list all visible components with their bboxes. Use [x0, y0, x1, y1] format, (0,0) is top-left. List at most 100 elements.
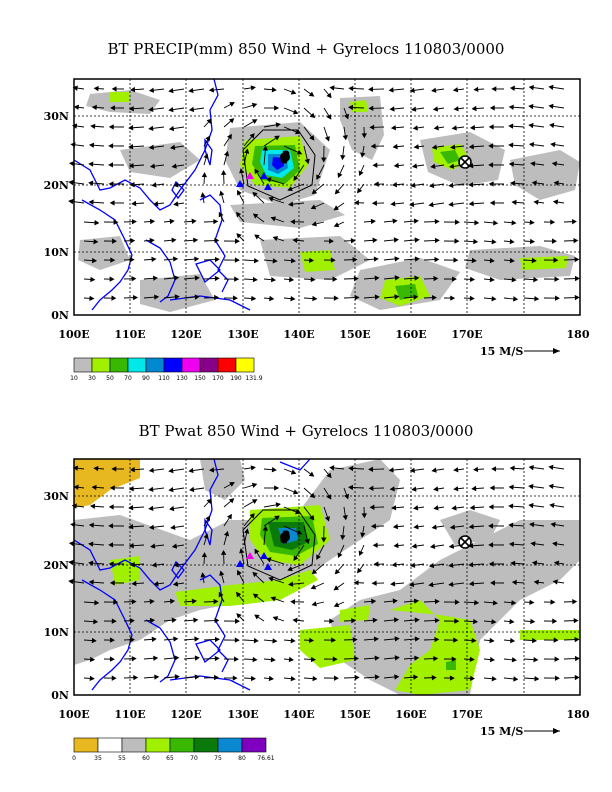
wind-arrowhead-icon — [68, 578, 74, 585]
wind-arrowhead-icon — [287, 566, 293, 572]
wind-arrowhead-icon — [390, 201, 396, 207]
wind-arrowhead-icon — [452, 87, 459, 93]
wind-arrowhead-icon — [453, 467, 459, 473]
wind-arrowhead-icon — [188, 467, 194, 474]
wind-arrowhead-icon — [554, 295, 560, 301]
precip-colorbar: 10 30 50 70 90 110 130 150 170 190 131.9 — [70, 357, 263, 382]
precip-frame — [73, 78, 581, 316]
wind-arrowhead-icon — [354, 294, 360, 301]
wind-arrowhead-icon — [252, 191, 258, 198]
wind-arrowhead-icon — [431, 524, 437, 530]
wind-arrowhead-icon — [329, 618, 335, 624]
colorbar-swatch — [235, 357, 255, 373]
wind-arrowhead-icon — [390, 125, 397, 131]
wind-arrowhead-icon — [488, 542, 494, 548]
wind-arrowhead-icon — [290, 219, 296, 225]
wind-arrowhead-icon — [68, 540, 75, 547]
wind-arrowhead-icon — [548, 464, 554, 471]
wind-arrowhead-icon — [92, 257, 98, 264]
wind-arrowhead-icon — [374, 294, 380, 300]
wind-arrowhead-icon — [550, 599, 556, 605]
colorbar-swatch — [199, 357, 219, 373]
wind-arrowhead-icon — [331, 637, 337, 643]
wind-arrowhead-icon — [353, 200, 359, 206]
wind-arrowhead-icon — [293, 555, 299, 561]
wind-arrowhead-icon — [413, 505, 419, 511]
wind-arrowhead-icon — [411, 543, 417, 549]
colorbar-label: 10 — [70, 375, 78, 382]
wind-arrowhead-icon — [372, 617, 378, 623]
wind-arrowhead-icon — [131, 599, 137, 605]
wind-arrowhead-icon — [174, 294, 180, 300]
wind-arrowhead-icon — [533, 199, 539, 205]
wind-arrowhead-icon — [489, 200, 495, 206]
wind-arrowhead-icon — [149, 617, 156, 624]
wind-arrowhead-icon — [91, 637, 97, 644]
wind-arrowhead-icon — [169, 505, 175, 512]
wind-arrowhead-icon — [270, 657, 276, 663]
wind-arrowhead-icon — [213, 218, 219, 225]
precip-vector-scale: 15 M/S — [480, 345, 560, 358]
wind-arrowhead-icon — [573, 617, 579, 624]
wind-arrowhead-icon — [434, 237, 440, 244]
map-title-precip: BT PRECIP(mm) 850 Wind + Gyrelocs 110803… — [107, 40, 505, 58]
wind-arrowhead-icon — [374, 655, 380, 661]
wind-arrowhead-icon — [268, 675, 274, 682]
wind-arrowhead-icon — [533, 276, 539, 283]
wind-arrowhead-icon — [334, 675, 339, 681]
wind-arrowhead-icon — [108, 561, 114, 567]
wind-arrowhead-icon — [369, 124, 375, 130]
precip-lat-labels: 30N 20N 10N 0N — [44, 110, 69, 322]
wind-arrowhead-icon — [531, 180, 537, 186]
colorbar-label: 90 — [142, 375, 150, 382]
wind-arrowhead-icon — [237, 569, 242, 576]
lon-label: 140E — [283, 708, 314, 721]
wind-arrowhead-icon — [511, 220, 517, 226]
wind-arrowhead-icon — [237, 189, 242, 196]
colorbar-swatch — [217, 357, 237, 373]
wind-arrowhead-icon — [473, 86, 479, 93]
wind-arrowhead-icon — [148, 505, 154, 511]
wind-arrowhead-icon — [448, 562, 454, 569]
wind-arrowhead-icon — [373, 256, 379, 262]
wind-arrowhead-icon — [453, 257, 459, 263]
wind-arrowhead-icon — [326, 494, 332, 500]
wind-arrowhead-icon — [409, 467, 416, 474]
wind-arrowhead-icon — [490, 580, 495, 586]
wind-arrowhead-icon — [173, 182, 179, 188]
colorbar-swatch — [241, 737, 267, 753]
wind-arrowhead-icon — [554, 276, 560, 282]
wind-arrowhead-icon — [321, 537, 327, 543]
wind-arrowhead-icon — [128, 106, 134, 112]
wind-arrowhead-icon — [329, 465, 335, 471]
wind-arrowhead-icon — [492, 600, 498, 606]
wind-arrowhead-icon — [453, 637, 459, 643]
lon-label: 130E — [227, 708, 258, 721]
wind-arrowhead-icon — [214, 617, 220, 624]
wind-arrowhead-icon — [329, 238, 334, 244]
wind-arrowhead-icon — [552, 541, 558, 547]
colorbar-label: 50 — [106, 375, 114, 382]
wind-arrowhead-icon — [193, 237, 199, 243]
wind-arrowhead-icon — [433, 125, 439, 131]
lon-label: 110E — [114, 328, 145, 341]
wind-arrowhead-icon — [509, 465, 515, 472]
wind-arrowhead-icon — [89, 295, 95, 302]
wind-arrowhead-icon — [433, 486, 439, 492]
wind-arrowhead-icon — [93, 465, 99, 472]
wind-arrowhead-icon — [129, 637, 135, 643]
wind-arrowhead-icon — [228, 498, 235, 504]
wind-arrowhead-icon — [316, 174, 321, 180]
wind-arrowhead-icon — [214, 256, 220, 263]
wind-arrowhead-icon — [528, 141, 535, 148]
wind-arrowhead-icon — [534, 295, 540, 302]
colorbar-label: 65 — [166, 755, 174, 762]
colorbar-swatch — [73, 357, 93, 373]
wind-arrowhead-icon — [201, 172, 208, 178]
wind-arrowhead-icon — [310, 656, 316, 663]
wind-arrowhead-icon — [312, 295, 318, 302]
wind-arrowhead-icon — [394, 275, 400, 281]
colorbar-label: 190 — [230, 375, 242, 382]
wind-arrowhead-icon — [288, 656, 294, 663]
wind-arrowhead-icon — [108, 523, 114, 529]
